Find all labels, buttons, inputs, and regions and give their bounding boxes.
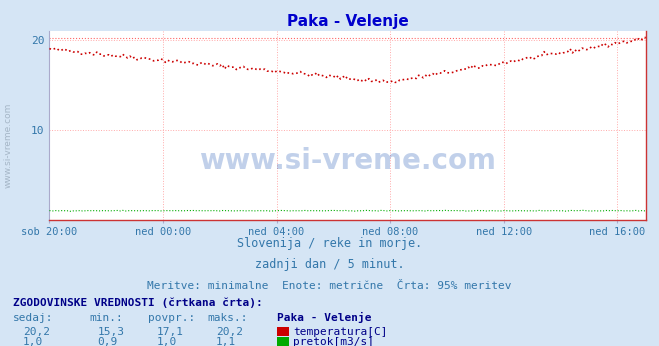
Title: Paka - Velenje: Paka - Velenje bbox=[287, 13, 409, 29]
Text: 17,1: 17,1 bbox=[157, 327, 184, 337]
Text: zadnji dan / 5 minut.: zadnji dan / 5 minut. bbox=[254, 258, 405, 271]
Text: povpr.:: povpr.: bbox=[148, 313, 196, 323]
Text: ZGODOVINSKE VREDNOSTI (črtkana črta):: ZGODOVINSKE VREDNOSTI (črtkana črta): bbox=[13, 298, 263, 308]
Text: 20,2: 20,2 bbox=[216, 327, 243, 337]
Text: Slovenija / reke in morje.: Slovenija / reke in morje. bbox=[237, 237, 422, 251]
Text: 1,0: 1,0 bbox=[23, 337, 43, 346]
Text: pretok[m3/s]: pretok[m3/s] bbox=[293, 337, 374, 346]
Text: 0,9: 0,9 bbox=[98, 337, 118, 346]
Text: maks.:: maks.: bbox=[208, 313, 248, 323]
Text: 15,3: 15,3 bbox=[98, 327, 125, 337]
Text: temperatura[C]: temperatura[C] bbox=[293, 327, 387, 337]
Text: www.si-vreme.com: www.si-vreme.com bbox=[199, 147, 496, 175]
Text: 20,2: 20,2 bbox=[23, 327, 50, 337]
Text: min.:: min.: bbox=[89, 313, 123, 323]
Text: Meritve: minimalne  Enote: metrične  Črta: 95% meritev: Meritve: minimalne Enote: metrične Črta:… bbox=[147, 281, 512, 291]
Text: Paka - Velenje: Paka - Velenje bbox=[277, 312, 371, 323]
Text: 1,0: 1,0 bbox=[157, 337, 177, 346]
Text: www.si-vreme.com: www.si-vreme.com bbox=[3, 103, 13, 188]
Text: sedaj:: sedaj: bbox=[13, 313, 53, 323]
Text: 1,1: 1,1 bbox=[216, 337, 237, 346]
